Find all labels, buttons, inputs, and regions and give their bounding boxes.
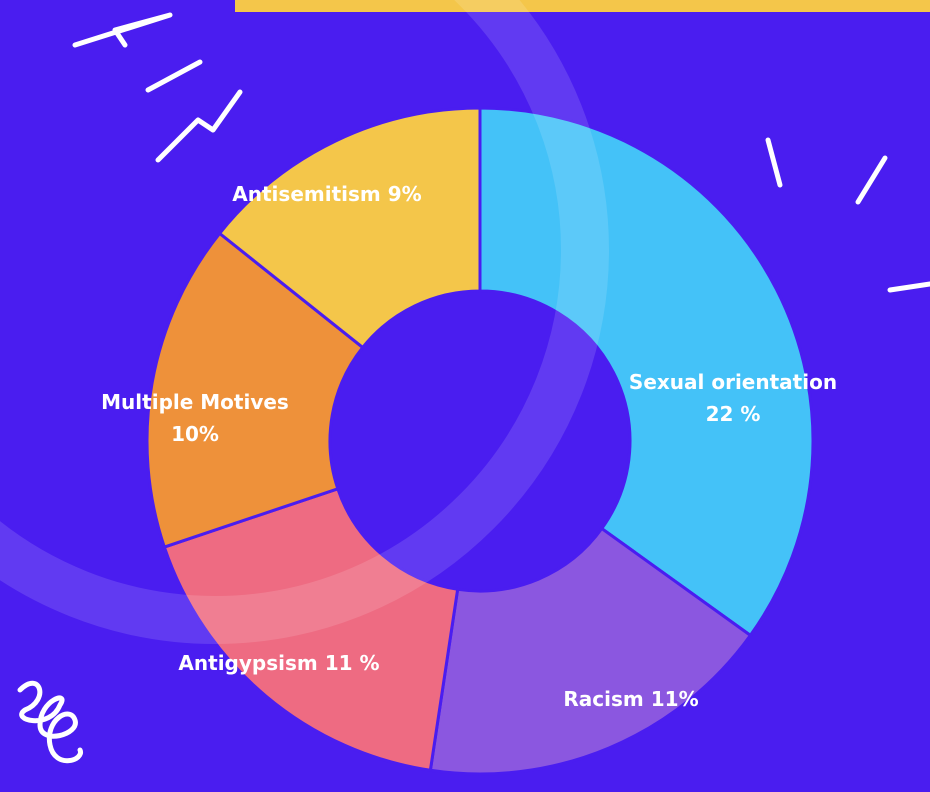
slice [145, 231, 365, 549]
slice [428, 526, 753, 776]
slice [217, 106, 482, 350]
category-label: Sexual orientation [629, 370, 837, 394]
squiggle [887, 281, 930, 293]
squiggle [145, 59, 203, 93]
slice-label: Antisemitism 9% [232, 182, 421, 206]
top-bar [235, 0, 930, 12]
category-label: Antisemitism [232, 182, 380, 206]
slice-label: Antigypsism 11 % [178, 651, 379, 675]
squiggle [155, 89, 243, 163]
squiggle [17, 680, 83, 764]
labels: Sexual orientation 22 % Racism 11% Antigypsi… [101, 182, 837, 711]
category-label: Antigypsism [178, 651, 317, 675]
squiggle [855, 155, 888, 205]
value-label: 11 % [325, 651, 380, 675]
category-label: Racism [563, 687, 643, 711]
value-label: 9% [388, 182, 422, 206]
slice [478, 106, 815, 638]
slice-label: Racism 11% [563, 687, 698, 711]
donut [145, 106, 815, 776]
decorative-ring [0, 0, 609, 644]
slice-label: Multiple Motives 10% [101, 390, 289, 446]
value-label: 10% [171, 422, 219, 446]
value-label: 22 % [706, 402, 761, 426]
squiggle [765, 137, 783, 188]
value-label: 11% [651, 687, 699, 711]
slice-label: Sexual orientation 22 % [629, 370, 837, 426]
slice [162, 486, 460, 772]
decorations [17, 12, 930, 764]
squiggle [72, 12, 173, 48]
category-label: Multiple Motives [101, 390, 289, 414]
